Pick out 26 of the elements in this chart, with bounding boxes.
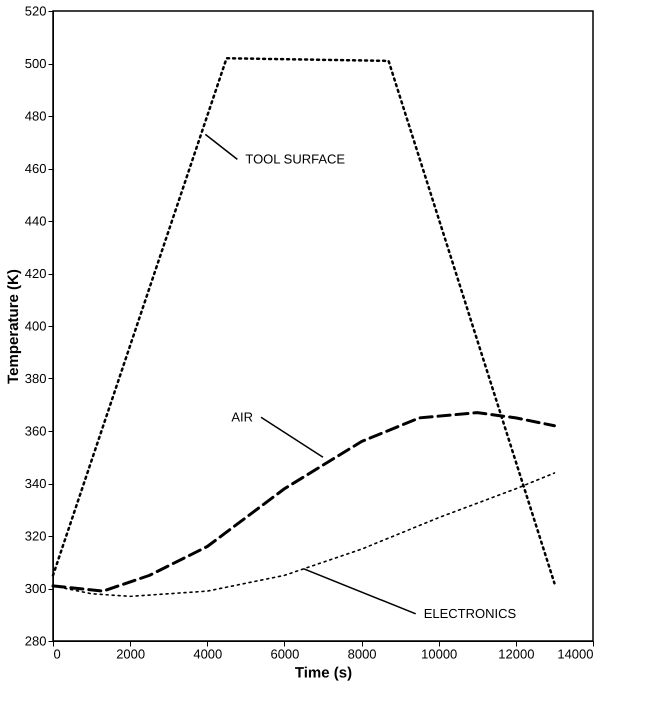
y-tick-label: 280 [24, 634, 46, 648]
y-axis-title: Temperature (K) [4, 269, 22, 384]
y-tick-label: 340 [24, 476, 46, 491]
x-tick-label: 14000 [557, 646, 594, 662]
x-tick-label: 0 [54, 646, 61, 662]
x-tick-label: 2000 [116, 646, 146, 662]
y-tick-label: 440 [24, 214, 46, 228]
y-tick-label: 420 [24, 266, 46, 281]
y-tick-label: 520 [24, 4, 46, 18]
x-tick-label: 12000 [498, 646, 534, 662]
y-tick-label: 380 [24, 371, 46, 386]
x-tick-label: 6000 [270, 646, 300, 662]
y-tick-label: 400 [24, 318, 46, 334]
y-tick-label: 480 [24, 108, 46, 124]
y-tick-label: 320 [24, 528, 46, 544]
x-tick-label: 4000 [193, 646, 222, 662]
x-tick-label: 8000 [348, 646, 377, 662]
annotation: TOOL SURFACE [245, 151, 346, 166]
y-tick-label: 460 [24, 161, 46, 176]
y-tick-label: 500 [24, 56, 46, 71]
x-tick-label: 10000 [421, 646, 458, 662]
annotation: AIR [231, 409, 253, 424]
y-tick-label: 300 [24, 581, 46, 596]
y-tick-label: 360 [24, 424, 46, 438]
x-axis-title: Time (s) [294, 664, 352, 682]
annotation: ELECTRONICS [424, 606, 517, 621]
